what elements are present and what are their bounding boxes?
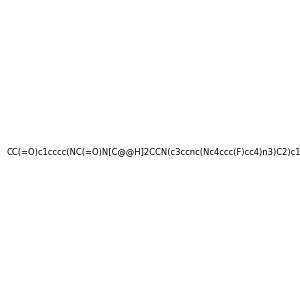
Text: CC(=O)c1cccc(NC(=O)N[C@@H]2CCN(c3ccnc(Nc4ccc(F)cc4)n3)C2)c1: CC(=O)c1cccc(NC(=O)N[C@@H]2CCN(c3ccnc(Nc… (7, 147, 300, 156)
